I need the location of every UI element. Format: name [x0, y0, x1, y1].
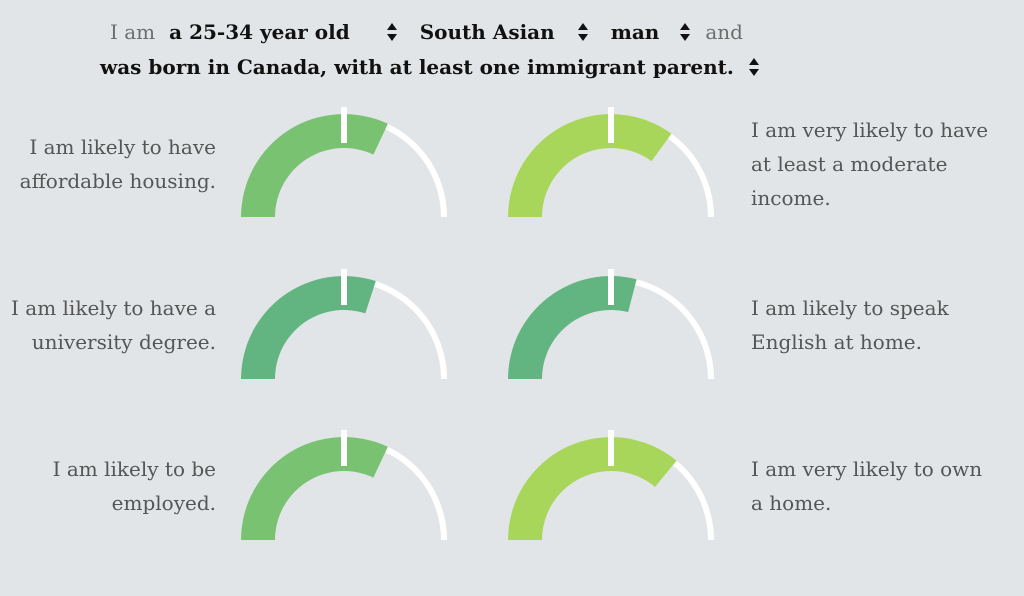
housing-statement: I am likely to have affordable housing.	[19, 135, 216, 193]
gauge-svg	[241, 107, 447, 217]
university-statement: I am likely to have a university degree.	[11, 296, 216, 354]
prefix-text: I am	[110, 20, 156, 44]
birth-select[interactable]: was born in Canada, with at least one im…	[100, 55, 760, 79]
ethnicity-select[interactable]: South Asian	[420, 20, 589, 44]
gauge-midpoint-marker	[608, 269, 614, 305]
gauge-fill	[508, 436, 677, 540]
employed-gauge	[241, 430, 447, 540]
income-gauge	[508, 107, 714, 217]
university-gauge	[241, 269, 447, 379]
birth-select-value: was born in Canada, with at least one im…	[100, 55, 734, 79]
gauge-svg	[508, 430, 714, 540]
ethnicity-select-value: South Asian	[419, 20, 555, 44]
gauge-fill	[508, 276, 637, 379]
profile-line-1: I am a 25-34 year old South Asian man	[110, 17, 743, 47]
gauge-fill	[241, 276, 376, 379]
home-statement: I am very likely to own a home.	[751, 457, 983, 515]
profile-header: I am a 25-34 year old South Asian man	[0, 0, 800, 90]
gauge-midpoint-marker	[341, 107, 347, 143]
sort-arrows-icon	[748, 58, 759, 76]
gauge-midpoint-marker	[608, 107, 614, 143]
profile-line-2: was born in Canada, with at least one im…	[100, 52, 760, 82]
gauge-fill	[241, 437, 388, 540]
sort-arrows-icon	[386, 23, 397, 41]
age-select[interactable]: a 25-34 year old	[169, 20, 398, 44]
gender-select-value: man	[610, 20, 660, 44]
income-statement: I am very likely to have at least a mode…	[751, 118, 989, 210]
english-statement: I am likely to speak English at home.	[751, 296, 949, 354]
housing-gauge	[241, 107, 447, 217]
gauge-midpoint-marker	[341, 430, 347, 466]
gender-select[interactable]: man	[611, 20, 692, 44]
gauge-midpoint-marker	[341, 269, 347, 305]
gauge-fill	[241, 114, 388, 217]
gauge-fill	[508, 113, 672, 217]
english-gauge	[508, 269, 714, 379]
gauge-svg	[241, 269, 447, 379]
conjunction-text: and	[705, 20, 743, 44]
employed-statement: I am likely to be employed.	[52, 457, 216, 515]
age-select-value: a 25-34 year old	[169, 20, 350, 44]
gauge-svg	[241, 430, 447, 540]
sort-arrows-icon	[680, 23, 691, 41]
gauge-svg	[508, 269, 714, 379]
home-gauge	[508, 430, 714, 540]
gauge-svg	[508, 107, 714, 217]
gauge-midpoint-marker	[608, 430, 614, 466]
sort-arrows-icon	[577, 23, 588, 41]
